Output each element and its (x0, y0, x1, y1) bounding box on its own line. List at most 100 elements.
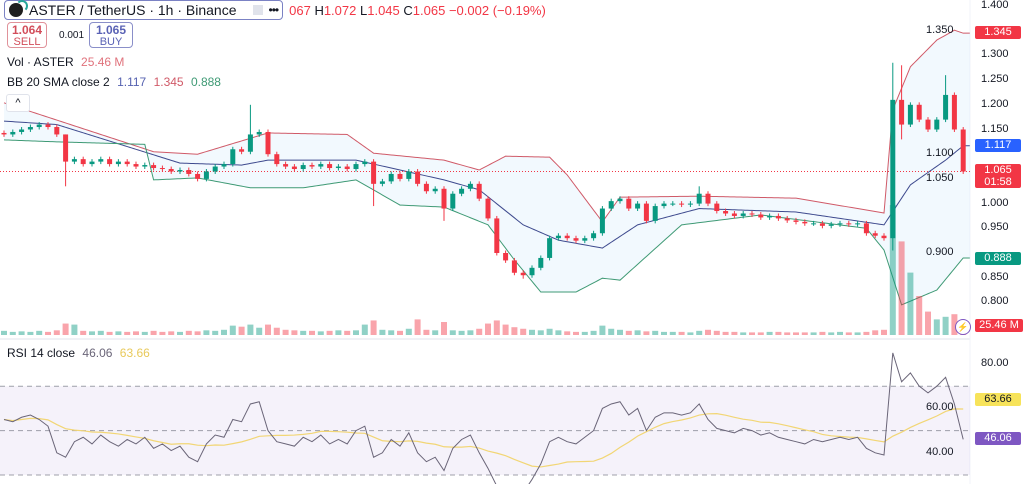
candle-body (511, 260, 517, 273)
candle-body (899, 99, 905, 125)
candle-body (406, 171, 412, 179)
volume-bar (485, 323, 491, 335)
volume-bar (449, 330, 456, 335)
price-tick: 0.950 (981, 221, 1009, 234)
price-tick: 1.100 (926, 147, 954, 160)
candle-body (819, 223, 825, 226)
rsi-tick: 80.00 (981, 357, 1009, 369)
volume-bar (493, 320, 500, 335)
collapse-legend-button[interactable]: ^ (6, 94, 30, 112)
symbol-title: ASTER / TetherUS · 1h · Binance (29, 2, 237, 18)
candle-body (362, 161, 368, 165)
volume-bar (326, 330, 333, 335)
candle-body (432, 188, 438, 192)
countdown-value: 01:58 (984, 176, 1012, 189)
volume-bar (256, 327, 263, 335)
volume-bar (335, 330, 342, 335)
high-value: 1.072 (323, 2, 357, 18)
ellipsis-icon[interactable]: ••• (268, 3, 280, 17)
candle-body (494, 218, 500, 253)
candle-body (591, 233, 597, 239)
sell-button[interactable]: 1.064 SELL (7, 22, 47, 48)
volume-legend-label: Vol · ASTER (7, 55, 74, 69)
volume-bar (889, 205, 896, 335)
bb-upper-value: 1.345 (153, 75, 184, 89)
volume-bar (828, 332, 835, 335)
volume-bar (951, 314, 958, 335)
volume-bar (573, 331, 579, 335)
candle-body (951, 94, 957, 130)
candle-body (670, 203, 676, 205)
volume-bar (62, 323, 69, 335)
candle-body (265, 131, 271, 155)
last-price-tag: 1.065 01:58 (975, 164, 1021, 189)
candle-body (582, 238, 588, 241)
volume-bar (185, 330, 192, 335)
candle-body (10, 131, 16, 135)
flag-icon[interactable] (252, 5, 263, 15)
candle-body (309, 165, 315, 167)
volume-legend[interactable]: Vol · ASTER 25.46 M (7, 55, 124, 69)
volume-legend-value: 25.46 M (81, 55, 125, 69)
rsi-ma-legend-value: 63.66 (119, 346, 150, 360)
volume-bar (212, 330, 219, 335)
price-tick: 0.850 (981, 270, 1009, 283)
aster-logo-icon (9, 0, 28, 17)
candle-body (107, 159, 113, 165)
volume-bar (634, 330, 641, 335)
candle-body (71, 159, 77, 162)
price-tick: 1.000 (981, 196, 1009, 209)
spread-value: 0.001 (59, 30, 85, 41)
volume-bar (740, 332, 747, 335)
volume-bar (159, 331, 166, 335)
volume-tag: 25.46 M (975, 319, 1023, 332)
candle-body (652, 206, 658, 221)
buy-button[interactable]: 1.065 BUY (89, 22, 133, 48)
volume-bar (80, 330, 87, 335)
rsi-legend-label: RSI 14 close (7, 346, 76, 360)
lightning-icon[interactable]: ⚡ (955, 319, 971, 335)
open-value: 067 (289, 2, 311, 18)
volume-bar (775, 331, 782, 335)
candle-body (221, 164, 227, 167)
volume-bar (9, 331, 16, 335)
volume-bar (89, 331, 95, 335)
volume-bar (872, 330, 879, 335)
candle-body (318, 164, 324, 167)
volume-bar (423, 329, 430, 335)
volume-bar (625, 330, 632, 335)
candle-body (714, 203, 720, 212)
candle-body (423, 183, 429, 192)
volume-bar (71, 324, 78, 335)
candle-body (547, 238, 553, 258)
volume-bar (590, 330, 597, 335)
bb-lower-line (3, 139, 970, 306)
rsi-legend[interactable]: RSI 14 close 46.06 63.66 (7, 346, 150, 360)
candle-body (168, 169, 174, 172)
volume-bar (397, 330, 403, 335)
price-tick: 1.300 (981, 48, 1009, 61)
volume-bar (221, 329, 227, 335)
candle-body (371, 161, 377, 184)
volume-bar (731, 331, 738, 335)
candle-body (283, 164, 289, 167)
candle-body (27, 127, 33, 130)
candle-body (212, 166, 218, 172)
volume-bar (247, 324, 254, 335)
candle-body (872, 233, 878, 236)
volume-bar (617, 329, 623, 335)
rsi-ma-tag: 63.66 (975, 393, 1021, 407)
price-tick: 1.250 (981, 73, 1009, 86)
rsi-legend-value: 46.06 (82, 346, 113, 360)
volume-bar (458, 330, 465, 335)
candle-body (731, 213, 737, 216)
volume-bar (705, 329, 711, 335)
volume-bar (555, 330, 562, 335)
bb-legend[interactable]: BB 20 SMA close 2 1.117 1.345 0.888 (7, 75, 221, 89)
candle-body (828, 224, 834, 226)
volume-bar (18, 331, 25, 335)
symbol-header[interactable]: ASTER / TetherUS · 1h · Binance ••• (4, 0, 284, 20)
volume-bar (106, 331, 113, 335)
volume-bar (608, 328, 615, 335)
